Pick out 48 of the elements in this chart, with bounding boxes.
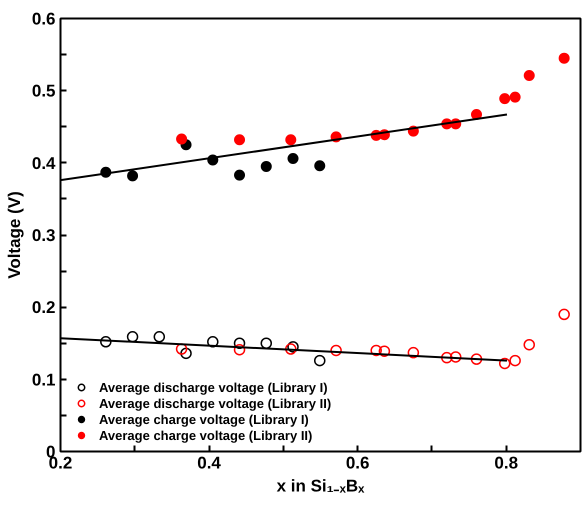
point [408,346,420,358]
point [509,354,521,366]
point [314,354,326,366]
point [234,170,246,181]
legend-label: Average discharge voltage (Library II) [99,395,332,411]
point [370,344,382,356]
y-tick-label: 0.1 [32,370,56,390]
y-axis-title: Voltage (V) [4,191,24,279]
point [498,358,510,370]
x-tick-label: 0.8 [494,454,518,472]
x-tick-label: 0.6 [346,454,370,472]
point [288,153,299,164]
point [154,331,166,342]
point [176,343,188,355]
y-tick-label: 0.3 [32,226,56,245]
point [314,160,326,172]
point [558,52,570,64]
y-tick-label: 0.5 [32,82,56,101]
point [470,353,482,365]
point [180,348,192,360]
y-tick-label: 0.4 [32,154,56,173]
point [524,70,535,81]
y-tick-label: 0.2 [32,298,56,318]
point [234,338,246,349]
legend-label: Average charge voltage (Library I) [99,411,309,427]
point [126,331,138,342]
point [127,170,138,182]
point [441,352,453,364]
point [558,308,570,320]
point [510,92,521,103]
point [207,336,219,348]
point [234,344,246,356]
point [260,338,272,349]
point [450,351,462,363]
point [499,93,510,104]
legend-label: Average charge voltage (Library II) [99,427,312,443]
point [100,336,112,348]
point [260,160,272,172]
point [523,338,535,350]
point [176,134,188,145]
point [378,345,390,357]
legend-label: Average discharge voltage (Library I) [99,379,328,395]
y-tick-label: 0.6 [32,10,56,28]
x-tick-label: 0.4 [197,454,222,472]
point [330,344,342,356]
point [285,134,296,146]
point [234,134,246,146]
x-axis-title: x in Si₁₋ₓBₓ [276,476,366,496]
